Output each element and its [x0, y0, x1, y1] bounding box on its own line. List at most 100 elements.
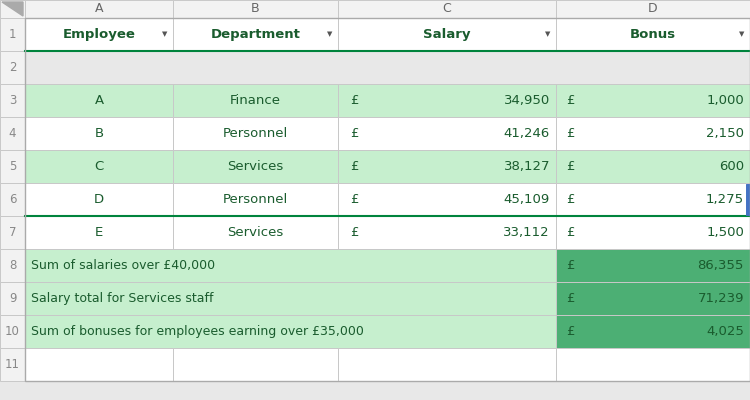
Bar — [25, 150, 173, 183]
Bar — [338, 18, 556, 51]
Text: Personnel: Personnel — [223, 127, 288, 140]
Text: 1,500: 1,500 — [706, 226, 744, 239]
Bar — [0, 282, 25, 315]
Text: 8: 8 — [9, 259, 16, 272]
Bar — [25, 183, 173, 216]
Bar — [25, 84, 173, 117]
Text: ▼: ▼ — [162, 32, 168, 38]
Text: 11: 11 — [5, 358, 20, 371]
Bar — [556, 150, 750, 183]
Text: D: D — [648, 2, 658, 16]
Bar — [173, 150, 338, 183]
Text: 5: 5 — [9, 160, 16, 173]
Bar — [556, 249, 750, 282]
Text: 9: 9 — [9, 292, 16, 305]
Text: 6: 6 — [9, 193, 16, 206]
Text: 1: 1 — [9, 28, 16, 41]
Text: Sum of bonuses for employees earning over £35,000: Sum of bonuses for employees earning ove… — [31, 325, 364, 338]
Text: Personnel: Personnel — [223, 193, 288, 206]
Bar — [173, 348, 338, 381]
Bar — [556, 315, 750, 348]
Text: £: £ — [566, 127, 574, 140]
Text: 600: 600 — [718, 160, 744, 173]
Text: 41,246: 41,246 — [504, 127, 550, 140]
Text: £: £ — [350, 94, 358, 107]
Text: 2,150: 2,150 — [706, 127, 744, 140]
Text: £: £ — [350, 127, 358, 140]
Bar — [746, 184, 750, 215]
Bar — [0, 216, 25, 249]
Bar — [0, 249, 25, 282]
Bar — [25, 117, 173, 150]
Text: ▼: ▼ — [545, 32, 550, 38]
Text: 1,275: 1,275 — [706, 193, 744, 206]
Text: £: £ — [566, 325, 574, 338]
Text: £: £ — [350, 193, 358, 206]
Text: 34,950: 34,950 — [504, 94, 550, 107]
Text: 4: 4 — [9, 127, 16, 140]
Bar — [556, 216, 750, 249]
Text: 38,127: 38,127 — [503, 160, 550, 173]
Bar — [556, 117, 750, 150]
Bar — [0, 183, 25, 216]
Bar — [338, 348, 556, 381]
Text: 2: 2 — [9, 61, 16, 74]
Text: 4,025: 4,025 — [706, 325, 744, 338]
Text: £: £ — [566, 292, 574, 305]
Bar — [338, 117, 556, 150]
Bar — [556, 183, 750, 216]
Bar — [556, 348, 750, 381]
Text: Bonus: Bonus — [630, 28, 676, 41]
Text: B: B — [251, 2, 260, 16]
Bar — [25, 249, 556, 282]
Text: 45,109: 45,109 — [504, 193, 550, 206]
Bar — [173, 0, 338, 18]
Bar — [25, 348, 173, 381]
Bar — [25, 282, 556, 315]
Text: A: A — [94, 2, 104, 16]
Bar — [338, 183, 556, 216]
Bar — [556, 84, 750, 117]
Text: 1,000: 1,000 — [706, 94, 744, 107]
Bar — [25, 18, 173, 51]
Text: A: A — [94, 94, 104, 107]
Bar — [0, 18, 25, 51]
Bar — [173, 117, 338, 150]
Text: C: C — [442, 2, 452, 16]
Bar — [556, 0, 750, 18]
Text: Services: Services — [227, 160, 284, 173]
Text: Services: Services — [227, 226, 284, 239]
Text: C: C — [94, 160, 104, 173]
Text: Salary: Salary — [423, 28, 471, 41]
Text: £: £ — [566, 226, 574, 239]
Text: ▼: ▼ — [327, 32, 333, 38]
Text: Finance: Finance — [230, 94, 281, 107]
Bar — [25, 0, 173, 18]
Text: £: £ — [350, 226, 358, 239]
Text: 3: 3 — [9, 94, 16, 107]
Bar — [338, 216, 556, 249]
Text: £: £ — [350, 160, 358, 173]
Text: E: E — [94, 226, 103, 239]
Bar — [25, 315, 556, 348]
Bar — [173, 84, 338, 117]
Bar — [0, 315, 25, 348]
Text: 71,239: 71,239 — [698, 292, 744, 305]
Bar — [0, 117, 25, 150]
Text: £: £ — [566, 193, 574, 206]
Bar — [556, 216, 750, 249]
Text: Sum of salaries over £40,000: Sum of salaries over £40,000 — [31, 259, 215, 272]
Text: D: D — [94, 193, 104, 206]
Text: 10: 10 — [5, 325, 20, 338]
Bar — [0, 150, 25, 183]
Bar — [338, 150, 556, 183]
Bar — [0, 0, 25, 18]
Text: Employee: Employee — [62, 28, 136, 41]
Bar — [173, 18, 338, 51]
Text: Department: Department — [211, 28, 301, 41]
Bar — [173, 216, 338, 249]
Text: Salary total for Services staff: Salary total for Services staff — [31, 292, 214, 305]
Text: 7: 7 — [9, 226, 16, 239]
Polygon shape — [2, 2, 23, 16]
Text: B: B — [94, 127, 104, 140]
